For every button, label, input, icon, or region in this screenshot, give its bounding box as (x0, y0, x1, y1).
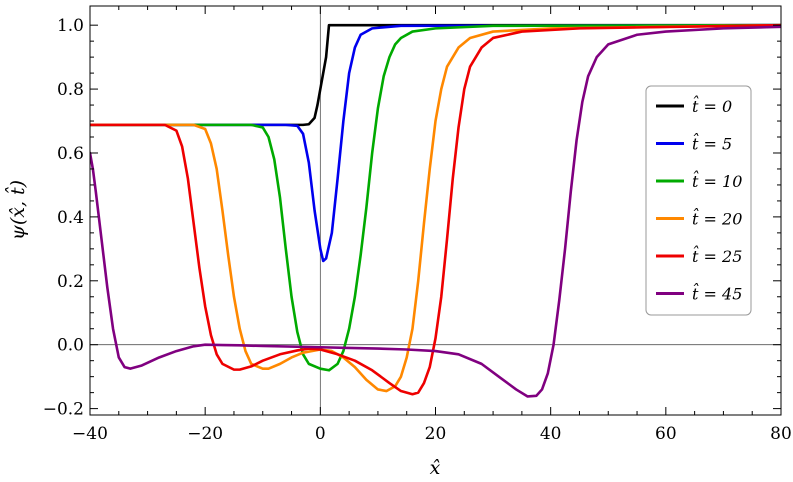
series-line-5 (90, 25, 781, 398)
y-tick-label: 0.0 (57, 336, 84, 356)
legend-label-1: t̂ = 5 (692, 133, 732, 153)
y-tick-label: 0.6 (57, 144, 84, 164)
legend-label-4: t̂ = 25 (692, 246, 742, 266)
series-line-1 (90, 23, 781, 263)
y-tick-label: −0.2 (43, 400, 84, 420)
x-tick-label: −40 (72, 424, 108, 444)
y-tick-label: 0.8 (57, 80, 84, 100)
legend-label-2: t̂ = 10 (692, 171, 742, 191)
y-tick-label: 0.4 (57, 208, 84, 228)
legend-label-0: t̂ = 0 (692, 96, 732, 116)
series-line-2 (90, 23, 781, 372)
ticks-layer: −40 −20 0 20 40 60 80 −0.2 0.0 0.2 0.4 0.6 0.8 1.0 (43, 6, 792, 444)
series-layer (90, 23, 781, 398)
x-tick-label: 60 (655, 424, 677, 444)
x-axis-label: x̂ (430, 457, 441, 479)
x-tick-label: 40 (540, 424, 562, 444)
legend-box (645, 85, 752, 316)
y-axis-label: ψ(x̂, t̂) (4, 180, 29, 240)
legend-label-5: t̂ = 45 (692, 283, 742, 303)
series-line-4 (90, 23, 781, 396)
y-tick-label: 0.2 (57, 272, 84, 292)
x-tick-label: 0 (315, 424, 326, 444)
series-line-3 (90, 23, 781, 393)
x-tick-label: 20 (425, 424, 447, 444)
x-tick-label: 80 (770, 424, 792, 444)
legend-label-3: t̂ = 20 (692, 208, 742, 228)
x-tick-label: −20 (187, 424, 223, 444)
y-tick-label: 1.0 (57, 16, 84, 36)
legend: t̂ = 0 t̂ = 5 t̂ = 10 t̂ = 20 t̂ = 25 t̂ = 45 (645, 85, 752, 316)
